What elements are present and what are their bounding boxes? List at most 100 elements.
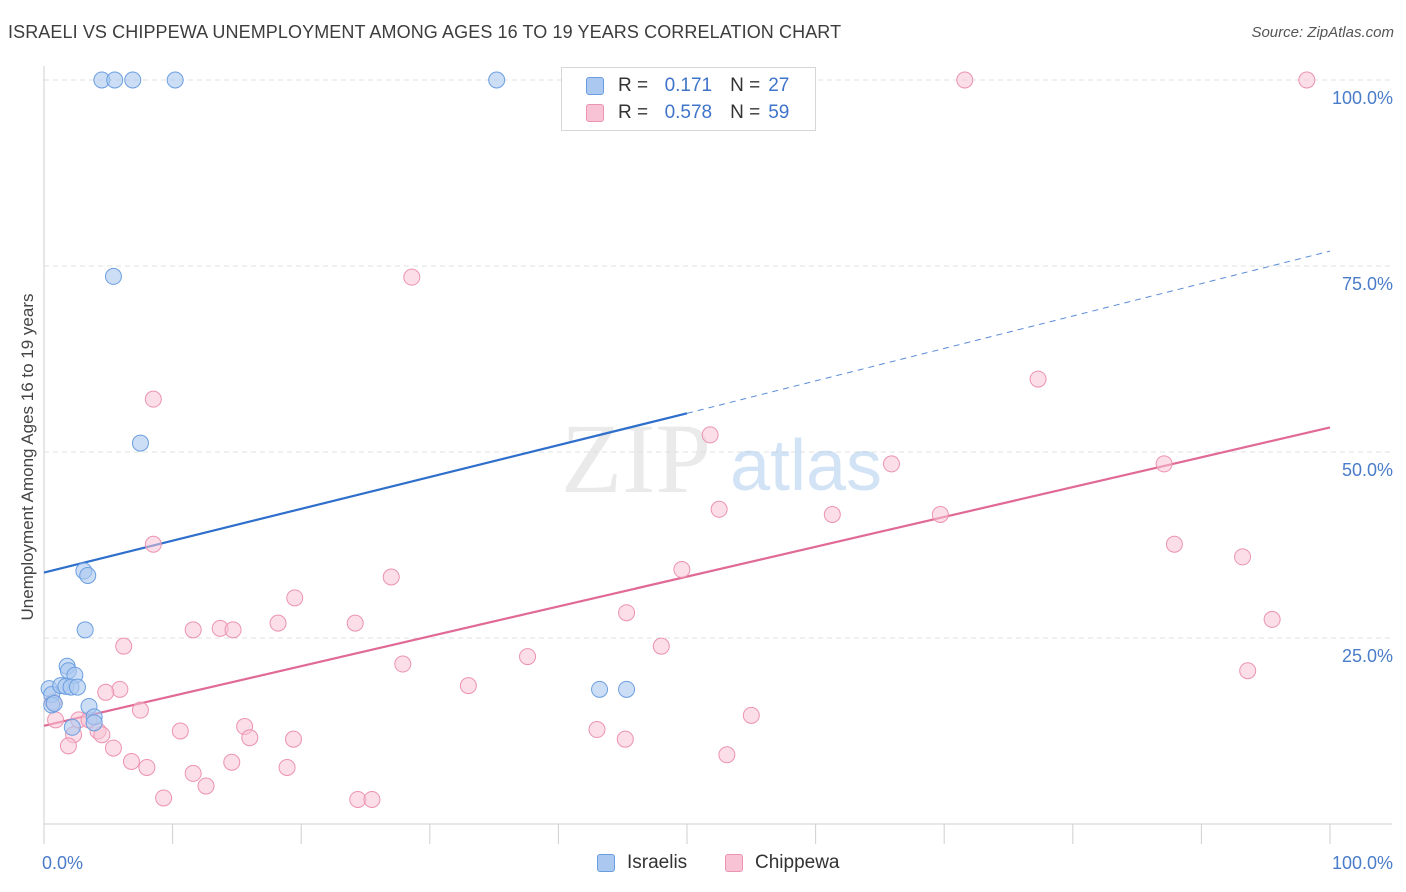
- data-point-chippewa: [171, 722, 189, 740]
- data-point-chippewa: [111, 680, 129, 698]
- legend-r-value-chippewa: 0.578: [664, 102, 713, 123]
- trend-line-chippewa: [43, 426, 1331, 727]
- data-point-chippewa: [403, 268, 421, 286]
- legend-swatch-chippewa: [586, 104, 604, 122]
- data-point-israelis: [131, 434, 149, 452]
- data-point-chippewa: [241, 729, 259, 747]
- data-point-chippewa: [184, 621, 202, 639]
- data-point-chippewa: [131, 701, 149, 719]
- data-point-israelis: [76, 621, 94, 639]
- data-point-chippewa: [931, 505, 949, 523]
- data-point-chippewa: [882, 455, 900, 473]
- legend-n-value-israelis: 27: [768, 75, 790, 96]
- trend-line-israelis-extension: [686, 250, 1331, 414]
- data-point-chippewa: [115, 637, 133, 655]
- data-point-chippewa: [278, 758, 296, 776]
- data-point-israelis: [591, 680, 609, 698]
- data-point-chippewa: [823, 505, 841, 523]
- data-point-israelis: [45, 694, 63, 712]
- legend-row-israelis: R = 0.171 N = 27: [586, 74, 789, 98]
- data-point-israelis: [618, 680, 636, 698]
- gridlines: [44, 79, 1392, 639]
- data-point-chippewa: [1165, 535, 1183, 553]
- data-point-chippewa: [519, 648, 537, 666]
- watermark-zip: ZIP: [561, 403, 711, 514]
- data-point-chippewa: [93, 726, 111, 744]
- series-legend-chippewa[interactable]: Chippewa: [725, 852, 840, 874]
- tick-labels: 25.0% 50.0% 75.0% 100.0% 0.0% 100.0% Unemploym…: [18, 88, 1393, 873]
- y-tick-label: 75.0%: [1342, 274, 1393, 294]
- data-point-chippewa: [197, 777, 215, 795]
- y-axis-label: Unemployment Among Ages 16 to 19 years: [18, 294, 37, 621]
- data-point-chippewa: [144, 535, 162, 553]
- series-swatch-chippewa: [725, 854, 743, 872]
- data-point-chippewa: [588, 721, 606, 739]
- data-point-israelis: [488, 71, 506, 89]
- data-point-chippewa: [1155, 455, 1173, 473]
- data-point-chippewa: [1239, 662, 1257, 680]
- correlation-legend: R = 0.171 N = 27 R = 0.578 N = 59: [561, 67, 816, 131]
- data-point-chippewa: [718, 746, 736, 764]
- data-point-israelis: [106, 71, 124, 89]
- data-point-chippewa: [710, 500, 728, 518]
- data-point-chippewa: [652, 637, 670, 655]
- legend-r-value-israelis: 0.171: [664, 75, 713, 96]
- data-point-israelis: [68, 678, 86, 696]
- data-point-chippewa: [47, 711, 65, 729]
- series-legend-israelis[interactable]: Israelis: [597, 852, 687, 874]
- data-point-chippewa: [138, 758, 156, 776]
- legend-r-label: R =: [618, 75, 649, 96]
- series-legend: Israelis Chippewa: [0, 852, 1406, 878]
- data-point-chippewa: [956, 71, 974, 89]
- data-point-chippewa: [701, 426, 719, 444]
- y-tick-label: 25.0%: [1342, 646, 1393, 666]
- legend-row-chippewa: R = 0.578 N = 59: [586, 101, 789, 125]
- data-point-chippewa: [284, 730, 302, 748]
- data-point-chippewa: [184, 764, 202, 782]
- zipatlas-watermark: ZIP atlas: [561, 403, 882, 514]
- data-point-chippewa: [122, 753, 140, 771]
- data-point-chippewa: [1263, 610, 1281, 628]
- series-label-chippewa: Chippewa: [755, 852, 840, 873]
- data-point-chippewa: [223, 753, 241, 771]
- data-point-chippewa: [286, 589, 304, 607]
- data-point-chippewa: [1234, 548, 1252, 566]
- legend-swatch-israelis: [586, 77, 604, 95]
- legend-n-label: N =: [730, 75, 761, 96]
- data-point-chippewa: [224, 621, 242, 639]
- data-point-chippewa: [363, 790, 381, 808]
- data-point-chippewa: [459, 677, 477, 695]
- data-point-israelis: [85, 714, 103, 732]
- y-tick-label: 50.0%: [1342, 460, 1393, 480]
- data-point-chippewa: [269, 614, 287, 632]
- data-point-chippewa: [742, 706, 760, 724]
- data-point-chippewa: [1298, 71, 1316, 89]
- data-point-israelis: [79, 567, 97, 585]
- data-point-chippewa: [349, 790, 367, 808]
- x-tick-label: 100.0%: [1332, 853, 1393, 873]
- data-point-israelis: [104, 267, 122, 285]
- x-tick-label: 0.0%: [42, 853, 83, 873]
- data-point-chippewa: [155, 789, 173, 807]
- legend-n-value-chippewa: 59: [768, 102, 790, 123]
- series-label-israelis: Israelis: [627, 852, 688, 873]
- watermark-atlas: atlas: [730, 426, 882, 506]
- data-point-chippewa: [616, 730, 634, 748]
- data-point-chippewa: [673, 561, 691, 579]
- legend-r-label: R =: [618, 102, 649, 123]
- data-point-chippewa: [394, 655, 412, 673]
- data-point-chippewa: [59, 737, 77, 755]
- data-point-israelis: [166, 71, 184, 89]
- series-swatch-israelis: [597, 854, 615, 872]
- data-point-chippewa: [1029, 370, 1047, 388]
- data-point-chippewa: [382, 568, 400, 586]
- data-point-israelis: [63, 718, 81, 736]
- legend-n-label: N =: [730, 102, 761, 123]
- data-point-chippewa: [618, 604, 636, 622]
- data-points: [40, 71, 1316, 808]
- data-point-chippewa: [104, 739, 122, 757]
- source-credit: Source: ZipAtlas.com: [1251, 24, 1394, 41]
- data-point-chippewa: [346, 614, 364, 632]
- y-tick-label: 100.0%: [1332, 88, 1393, 108]
